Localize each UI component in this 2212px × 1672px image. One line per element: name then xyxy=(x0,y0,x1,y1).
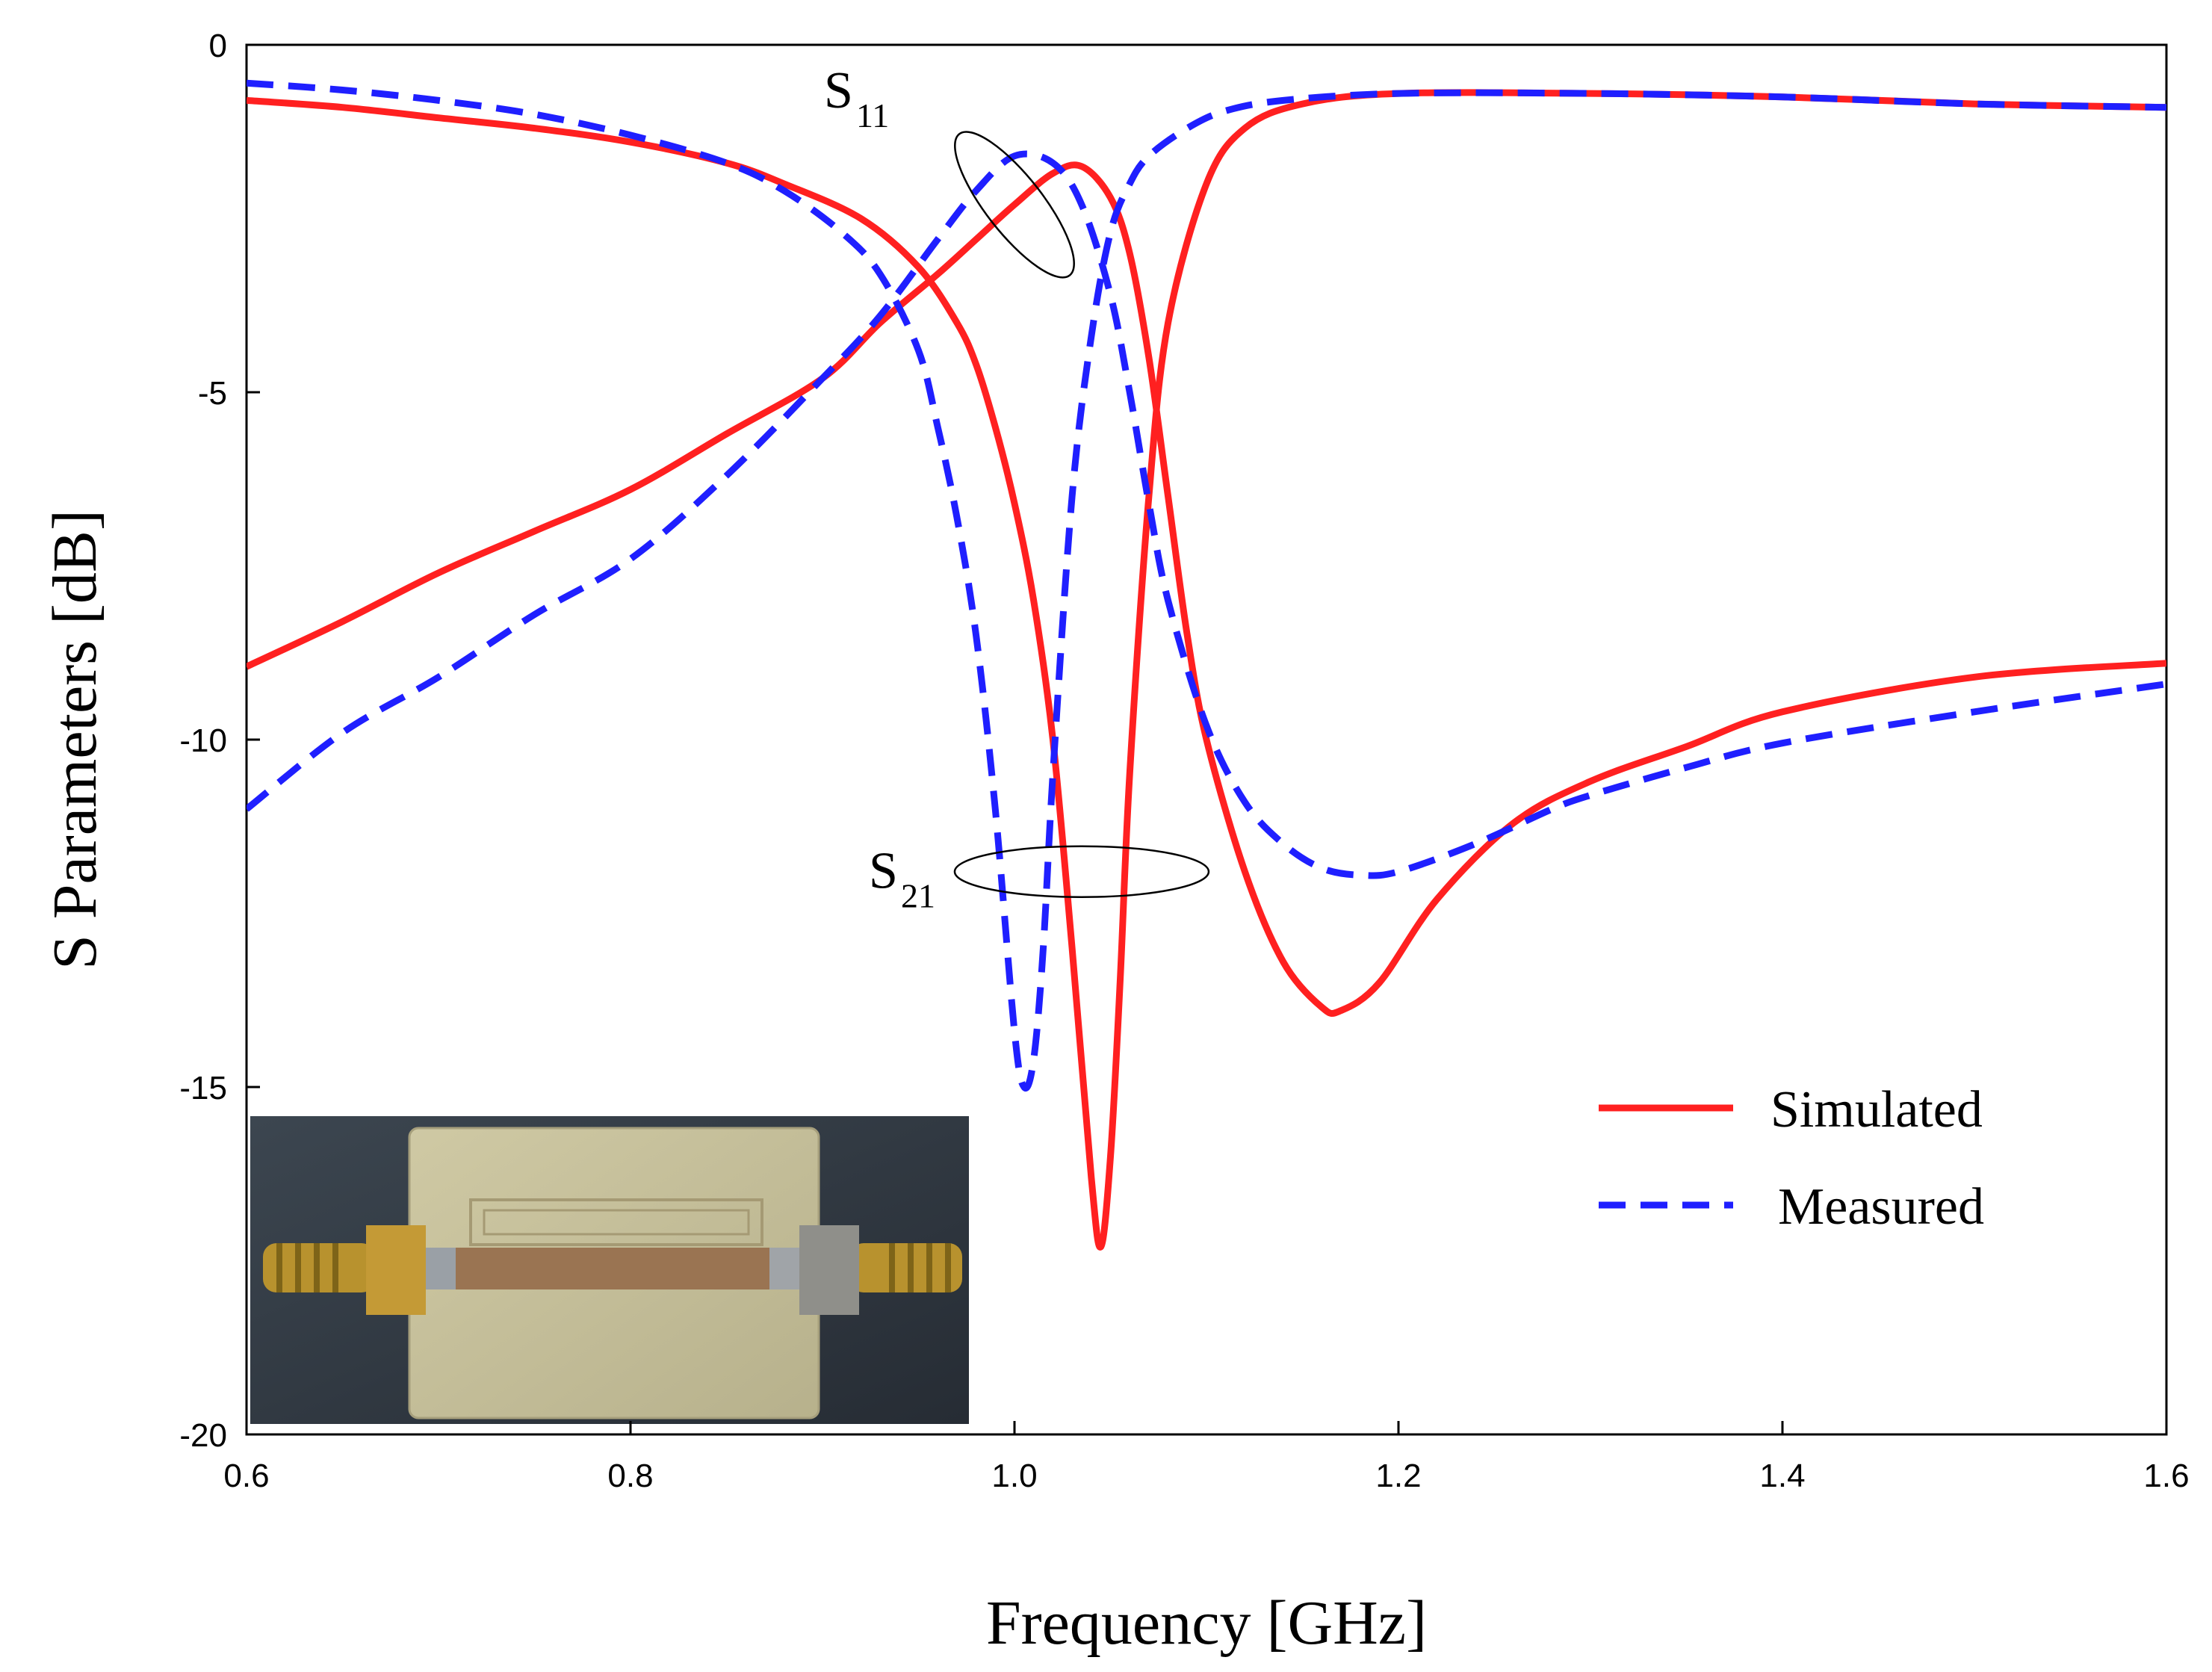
x-tick-label-4: 1.4 xyxy=(1759,1458,1805,1494)
series-s21-measured-line xyxy=(247,79,2166,1092)
y-tick-label-1: -5 xyxy=(198,375,227,412)
x-tick-label-5: 1.6 xyxy=(2143,1458,2189,1494)
annotation-s21-label: S xyxy=(869,843,898,900)
inset-photo xyxy=(250,1116,969,1424)
x-tick-label-0: 0.6 xyxy=(223,1458,269,1494)
y-axis-title: S Parameters [dB] xyxy=(40,510,110,970)
series-s11-measured-line xyxy=(247,150,2166,879)
series-layer xyxy=(247,79,2166,1251)
x-tick-label-1: 0.8 xyxy=(607,1458,653,1494)
axis-tick-labels: 0.6 0.8 1.0 1.2 1.4 1.6 0 -5 -10 -15 -20 xyxy=(179,28,2189,1494)
series-s21-simulated-line xyxy=(247,89,2166,1251)
x-axis-title: Frequency [GHz] xyxy=(986,1588,1427,1658)
y-tick-label-3: -15 xyxy=(179,1070,227,1106)
legend-label-measured: Measured xyxy=(1778,1178,1984,1236)
annotation-s21-ellipse xyxy=(953,845,1210,898)
y-tick-label-4: -20 xyxy=(179,1417,227,1454)
annotation-layer: S 11S 21 xyxy=(824,62,1210,915)
annotation-s11-subscript: 11 xyxy=(856,96,889,134)
axis-ticks xyxy=(245,43,2168,1436)
legend-label-simulated: Simulated xyxy=(1770,1081,1983,1139)
y-tick-label-0: 0 xyxy=(209,28,227,64)
x-tick-label-3: 1.2 xyxy=(1375,1458,1421,1494)
legend: Simulated Measured xyxy=(1599,1081,1984,1236)
annotation-s11-ellipse xyxy=(954,131,1075,279)
y-tick-label-2: -10 xyxy=(179,722,227,759)
annotation-s11-label: S xyxy=(824,62,853,120)
series-s11-simulated-line xyxy=(247,161,2166,1017)
annotation-s21-subscript: 21 xyxy=(901,877,935,915)
x-tick-label-2: 1.0 xyxy=(991,1458,1037,1494)
